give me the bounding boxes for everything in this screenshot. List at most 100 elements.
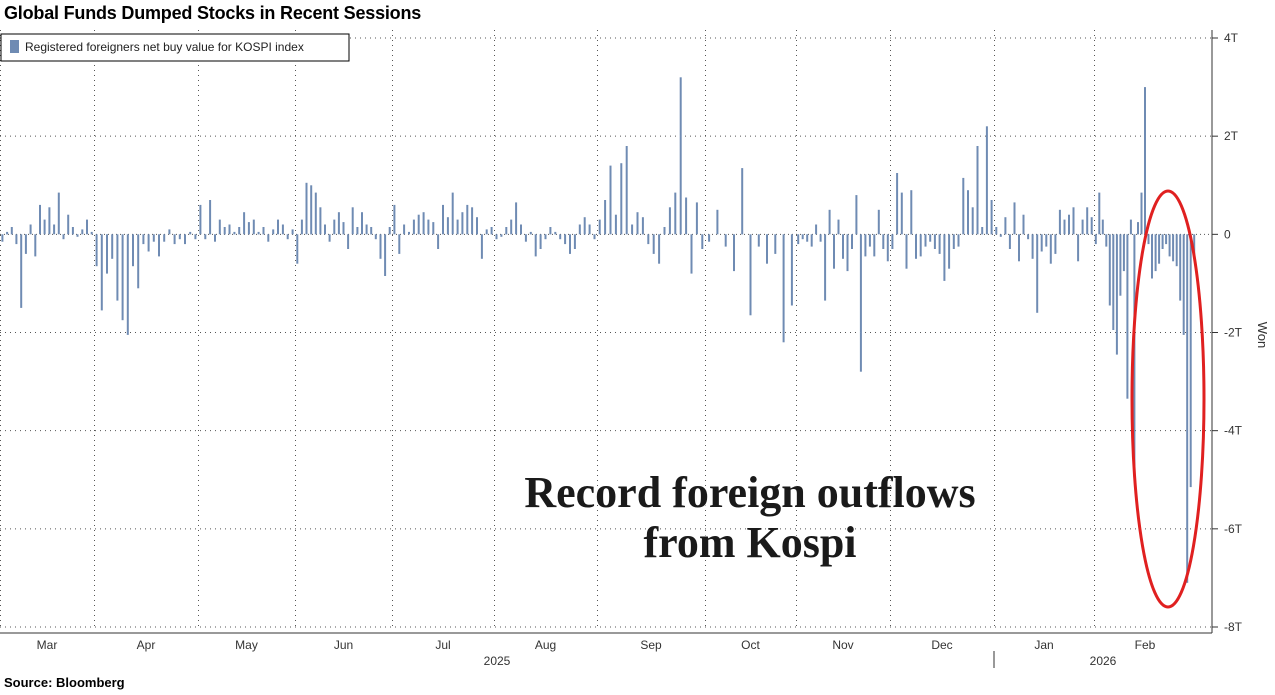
bar: [924, 234, 927, 247]
bar: [272, 229, 275, 235]
bar: [658, 234, 661, 264]
bar: [679, 77, 682, 235]
bar: [1031, 234, 1034, 259]
bar: [609, 165, 612, 235]
bar: [593, 234, 596, 240]
bar: [910, 190, 913, 235]
bar: [1063, 219, 1066, 235]
bar: [314, 192, 317, 235]
bar: [1182, 234, 1185, 335]
x-year-label: 2025: [484, 654, 511, 668]
bar: [111, 234, 114, 259]
bar: [674, 192, 677, 235]
bar: [305, 182, 308, 235]
bar: [408, 231, 410, 235]
y-tick-label: 2T: [1224, 129, 1239, 143]
bar: [257, 231, 260, 235]
bar: [1049, 234, 1052, 264]
bar: [29, 224, 32, 235]
axes-layer: 4T 2T 0 -2T -4T -6T -8T Mar Apr May Jun Jul Aug Sep Oc…: [0, 30, 1243, 668]
bar: [1090, 217, 1093, 235]
bar: [846, 234, 849, 272]
x-tick-label: Mar: [37, 638, 58, 652]
bar: [690, 234, 693, 274]
bar: [1126, 234, 1129, 399]
bar: [15, 234, 18, 245]
bar: [347, 234, 350, 249]
bar: [178, 234, 181, 240]
bar: [631, 224, 634, 235]
bar: [95, 234, 98, 267]
bar: [815, 224, 818, 235]
bar: [121, 234, 124, 321]
bar: [891, 234, 894, 249]
bar: [1144, 87, 1146, 235]
bar: [147, 234, 150, 252]
bar: [981, 227, 984, 235]
annotation: Record foreign outflows from Kospi: [523, 467, 976, 568]
bar: [641, 217, 644, 235]
bar: [403, 224, 406, 235]
bar: [701, 234, 704, 249]
bar: [39, 204, 41, 235]
bar: [1151, 234, 1153, 279]
bar: [716, 209, 719, 235]
bar: [620, 163, 623, 235]
bar: [281, 224, 284, 235]
bar: [554, 231, 557, 235]
bar: [437, 234, 440, 249]
bar: [43, 219, 46, 235]
bar: [544, 234, 547, 240]
bar: [67, 214, 70, 235]
bar: [919, 234, 922, 257]
bar: [663, 227, 666, 235]
bar: [749, 234, 752, 316]
x-tick-label: Jul: [435, 638, 450, 652]
bar: [223, 227, 226, 235]
bar: [194, 234, 197, 240]
bar: [228, 224, 231, 235]
bar: [515, 202, 518, 235]
x-tick-label: Jun: [334, 638, 353, 652]
bar: [647, 234, 650, 245]
bar: [1040, 234, 1043, 252]
bar: [1036, 234, 1039, 313]
bar: [361, 212, 363, 235]
bar: [1, 234, 4, 242]
bar: [782, 234, 785, 343]
bar: [539, 234, 542, 249]
bar: [1081, 219, 1084, 235]
x-tick-label: Oct: [741, 638, 760, 652]
x-tick-label: Apr: [137, 638, 156, 652]
bar: [451, 192, 454, 235]
bar: [286, 234, 289, 240]
bar: [461, 212, 464, 235]
bar: [1165, 234, 1168, 245]
bar: [152, 234, 155, 242]
bar: [412, 219, 415, 235]
bar: [86, 219, 88, 235]
bar: [1105, 234, 1108, 247]
bar: [766, 234, 768, 264]
bar: [417, 214, 420, 235]
bar: [277, 219, 279, 235]
bar: [855, 195, 858, 235]
bar: [534, 234, 537, 257]
bar: [500, 234, 503, 237]
bar: [432, 222, 435, 235]
chart-title: Global Funds Dumped Stocks in Recent Ses…: [4, 3, 422, 23]
bar: [1168, 234, 1171, 257]
bar: [10, 227, 13, 235]
bar: [559, 234, 562, 240]
legend-swatch: [10, 40, 19, 53]
bar: [137, 234, 140, 289]
bar: [1122, 234, 1125, 272]
bar: [625, 146, 628, 235]
bar: [1115, 234, 1118, 355]
bar: [388, 227, 391, 235]
bar: [1154, 234, 1157, 272]
bar: [116, 234, 119, 301]
bar: [1140, 192, 1143, 235]
bar: [214, 234, 216, 242]
bar: [267, 234, 270, 242]
